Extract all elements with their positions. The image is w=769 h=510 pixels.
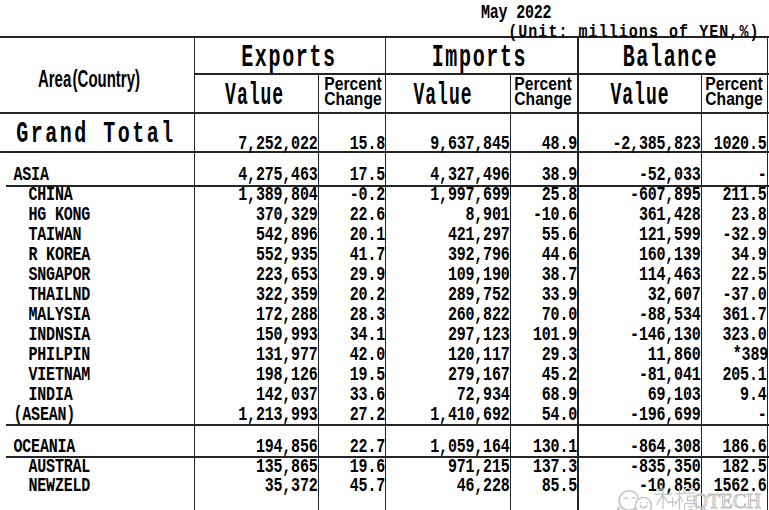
- svg-text:QTECH: QTECH: [693, 490, 761, 510]
